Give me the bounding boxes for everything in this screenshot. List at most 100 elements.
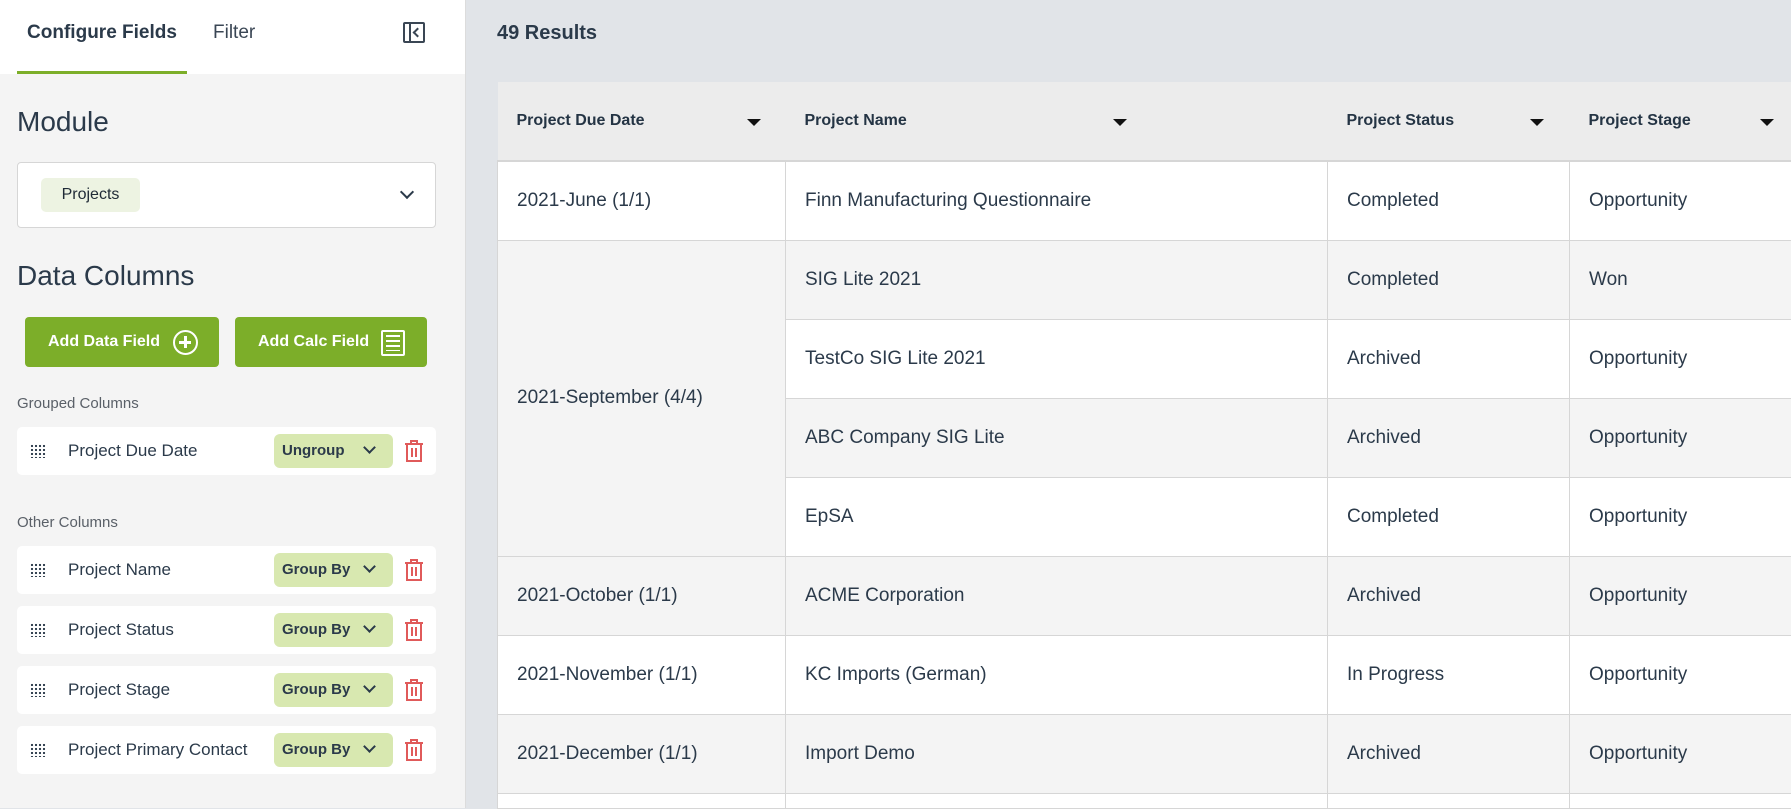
add-calc-field-button[interactable]: Add Calc Field [235,317,427,367]
trash-icon[interactable] [404,619,424,641]
column-label: Project Stage [68,666,170,714]
ungroup-dropdown[interactable]: Ungroup [274,434,393,468]
sort-caret-icon[interactable] [747,119,761,126]
group-by-dropdown[interactable]: Group By [274,613,393,647]
table-row[interactable]: 2021-June (1/1)Finn Manufacturing Questi… [498,161,1791,240]
list-icon [381,330,405,356]
column-header[interactable]: Project Stage [1570,82,1791,161]
project-status-cell: Completed [1328,477,1570,556]
results-count: 49 Results [497,22,597,45]
group-action-label: Ungroup [282,442,344,459]
project-name-cell: EpSA [786,477,1328,556]
project-stage-cell: Opportunity [1570,556,1791,635]
column-card[interactable]: Project Status Group By [17,606,436,654]
chevron-down-icon [400,185,414,199]
group-by-dropdown[interactable]: Group By [274,553,393,587]
group-by-dropdown[interactable]: Group By [274,673,393,707]
trash-icon[interactable] [404,559,424,581]
empty-cell [786,793,1328,808]
grouped-columns-heading: Grouped Columns [17,395,139,412]
module-heading: Module [17,106,109,138]
project-status-cell: Completed [1328,161,1570,240]
project-name-cell: SIG Lite 2021 [786,240,1328,319]
column-card[interactable]: Project Primary Contact Group By [17,726,436,774]
plus-circle-icon [173,330,198,355]
collapse-panel-icon[interactable] [403,22,425,43]
other-columns-heading: Other Columns [17,514,118,531]
column-card[interactable]: Project Name Group By [17,546,436,594]
trash-icon[interactable] [404,679,424,701]
column-label: Project Status [68,606,174,654]
column-label: Project Name [68,546,171,594]
chevron-down-icon [363,680,376,693]
due-date-group-cell: 2021-December (1/1) [498,714,786,793]
column-card[interactable]: Project Stage Group By [17,666,436,714]
project-name-cell: TestCo SIG Lite 2021 [786,319,1328,398]
column-header-label: Project Stage [1589,112,1691,129]
column-card[interactable]: Project Due Date Ungroup [17,427,436,475]
empty-cell [1328,793,1570,808]
group-action-label: Group By [282,681,350,698]
trash-icon[interactable] [404,440,424,462]
project-status-cell: Archived [1328,714,1570,793]
group-action-label: Group By [282,561,350,578]
project-status-cell: Archived [1328,556,1570,635]
group-action-label: Group By [282,741,350,758]
sidebar-tabs: Configure Fields Filter [0,0,465,74]
due-date-group-cell: 2021-November (1/1) [498,635,786,714]
empty-cell [1570,793,1791,808]
sort-caret-icon[interactable] [1530,119,1544,126]
module-chip: Projects [41,178,140,212]
project-name-cell: ACME Corporation [786,556,1328,635]
column-header[interactable]: Project Name [786,82,1328,161]
project-status-cell: Archived [1328,398,1570,477]
column-header-label: Project Due Date [517,112,645,129]
group-action-label: Group By [282,621,350,638]
table-row[interactable]: 2021-November (1/1)KC Imports (German)In… [498,635,1791,714]
add-calc-field-label: Add Calc Field [258,333,369,350]
project-stage-cell: Opportunity [1570,319,1791,398]
project-status-cell: In Progress [1328,635,1570,714]
column-label: Project Due Date [68,427,197,475]
column-header[interactable]: Project Due Date [498,82,786,161]
project-stage-cell: Opportunity [1570,635,1791,714]
chevron-down-icon [363,620,376,633]
drag-handle-icon[interactable] [30,623,46,637]
project-stage-cell: Opportunity [1570,398,1791,477]
project-stage-cell: Opportunity [1570,161,1791,240]
tab-configure-fields[interactable]: Configure Fields [17,0,187,74]
add-data-field-label: Add Data Field [48,333,160,350]
data-columns-heading: Data Columns [17,260,194,292]
column-header-label: Project Status [1347,112,1455,129]
sort-caret-icon[interactable] [1113,119,1127,126]
group-by-dropdown[interactable]: Group By [274,733,393,767]
project-stage-cell: Won [1570,240,1791,319]
chevron-down-icon [363,441,376,454]
empty-cell [498,793,786,808]
drag-handle-icon[interactable] [30,444,46,458]
trash-icon[interactable] [404,739,424,761]
chevron-down-icon [363,740,376,753]
module-select[interactable]: Projects [17,162,436,228]
drag-handle-icon[interactable] [30,743,46,757]
project-name-cell: ABC Company SIG Lite [786,398,1328,477]
column-header[interactable]: Project Status [1328,82,1570,161]
sort-caret-icon[interactable] [1760,119,1774,126]
project-stage-cell: Opportunity [1570,714,1791,793]
project-status-cell: Archived [1328,319,1570,398]
chevron-down-icon [363,560,376,573]
tab-filter[interactable]: Filter [213,0,255,74]
due-date-group-cell: 2021-October (1/1) [498,556,786,635]
header-row: Project Due Date Project Name Project Stat… [498,82,1791,161]
results-table: Project Due Date Project Name Project Stat… [497,82,1791,809]
project-name-cell: KC Imports (German) [786,635,1328,714]
column-label: Project Primary Contact [68,726,248,774]
drag-handle-icon[interactable] [30,683,46,697]
drag-handle-icon[interactable] [30,563,46,577]
sidebar: Configure Fields Filter Module Projects … [0,0,466,808]
table-row[interactable] [498,793,1791,808]
add-data-field-button[interactable]: Add Data Field [25,317,219,367]
